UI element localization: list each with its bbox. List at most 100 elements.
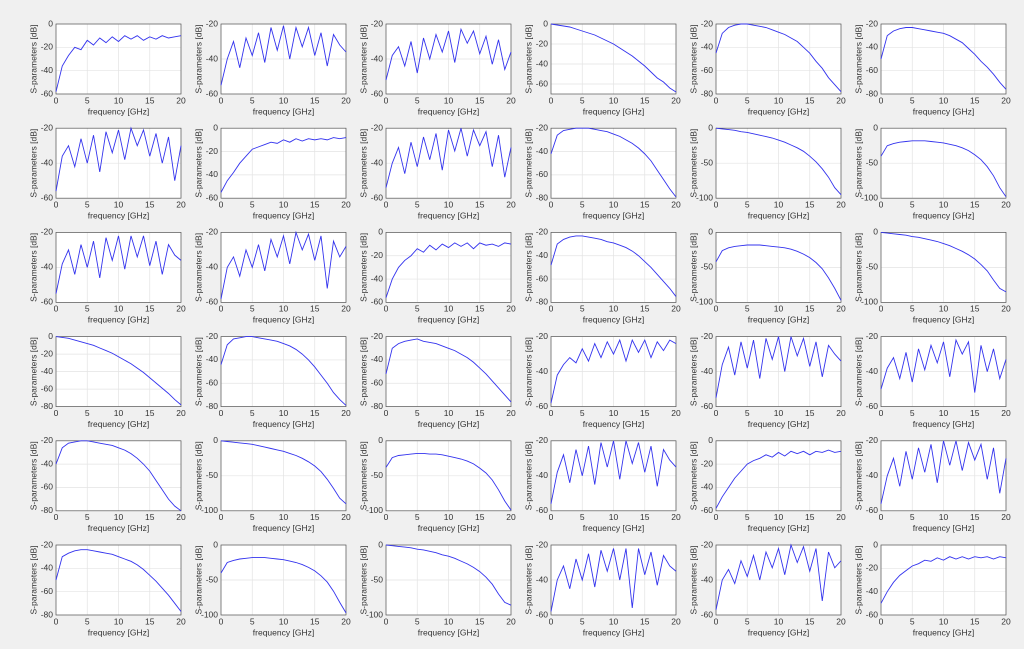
x-tick-label: 5	[745, 95, 750, 105]
x-tick-label: 15	[805, 408, 815, 418]
x-axis-label: frequency [GHz]	[88, 523, 149, 533]
data-line	[220, 137, 347, 193]
y-axis-label: S-parameters [dB]	[523, 129, 533, 198]
y-tick-label: -100	[366, 505, 383, 515]
x-tick-label: 20	[836, 512, 846, 522]
y-axis-label: S-parameters [dB]	[193, 337, 203, 406]
x-tick-label: 5	[415, 408, 420, 418]
y-tick-label: -20	[41, 227, 54, 237]
x-tick-label: 10	[609, 199, 619, 209]
y-axis-label: S-parameters [dB]	[28, 129, 38, 198]
data-line	[550, 127, 677, 198]
y-tick-label: -60	[371, 297, 384, 307]
x-tick-label: 5	[910, 304, 915, 314]
x-axis-label: frequency [GHz]	[253, 315, 314, 325]
plot-frame	[385, 232, 512, 303]
y-tick-label: -100	[861, 297, 878, 307]
plot-frame	[385, 336, 512, 407]
x-tick-label: 20	[1001, 304, 1011, 314]
subplot: -60 -40 -20 0 5 10 15 20 frequency [GHz] S-parame…	[853, 331, 1011, 429]
y-tick-label: -40	[371, 157, 384, 167]
data-line	[385, 128, 512, 188]
x-tick-label: 15	[475, 408, 485, 418]
y-tick-label: 0	[873, 227, 878, 237]
x-tick-label: 20	[341, 512, 351, 522]
x-tick-label: 5	[415, 512, 420, 522]
x-tick-label: 10	[444, 616, 454, 626]
x-tick-label: 20	[1001, 408, 1011, 418]
x-tick-label: 10	[114, 408, 124, 418]
x-tick-label: 5	[85, 616, 90, 626]
y-tick-label: 0	[48, 331, 53, 341]
plot-frame	[880, 232, 1007, 303]
x-tick-label: 0	[384, 616, 389, 626]
x-tick-label: 15	[145, 512, 155, 522]
x-axis-label: frequency [GHz]	[748, 627, 809, 637]
plot-frame	[55, 127, 182, 199]
y-tick-label: -60	[371, 378, 384, 388]
x-tick-label: 15	[310, 512, 320, 522]
x-tick-label: 20	[176, 408, 186, 418]
x-tick-label: 20	[506, 95, 516, 105]
subplot: -60 -40 -20 0 0 5 10 15 20 frequency [GHz] S-param…	[193, 122, 351, 220]
y-tick-label: -50	[371, 574, 384, 584]
subplot: -60 -40 -20 0 5 10 15 20 frequency [GHz] S-parame…	[193, 18, 351, 116]
y-tick-label: -20	[536, 435, 549, 445]
y-tick-label: -20	[701, 331, 714, 341]
x-tick-label: 15	[640, 304, 650, 314]
x-tick-label: 5	[415, 199, 420, 209]
y-tick-label: -20	[41, 122, 54, 132]
subplot: -80 -60 -40 -20 0 5 10 15 20 frequency [GHz] S-par…	[523, 227, 681, 325]
data-line	[880, 556, 1007, 604]
plot-frame	[220, 336, 347, 407]
y-tick-label: -40	[206, 53, 219, 63]
x-tick-label: 5	[910, 199, 915, 209]
x-axis-label: frequency [GHz]	[418, 315, 479, 325]
subplot: -80 -60 -40 -20 0 5 10 15 20 frequency [GHz] S-par…	[688, 18, 846, 116]
y-tick-label: -40	[41, 157, 54, 167]
y-axis-label: S-parameters [dB]	[688, 546, 698, 615]
y-tick-label: -20	[371, 122, 384, 132]
data-line	[550, 235, 677, 297]
y-axis-label: S-parameters [dB]	[853, 546, 863, 615]
x-axis-label: frequency [GHz]	[913, 106, 974, 116]
x-tick-label: 10	[774, 304, 784, 314]
x-tick-label: 10	[609, 512, 619, 522]
subplot: -60 -40 -20 0 0 5 10 15 20 frequency [GHz] S-param…	[523, 18, 681, 116]
y-axis-label: S-parameters [dB]	[523, 337, 533, 406]
x-tick-label: 20	[176, 512, 186, 522]
y-axis-label: S-parameters [dB]	[853, 25, 863, 94]
x-axis-label: frequency [GHz]	[913, 315, 974, 325]
x-tick-label: 20	[671, 512, 681, 522]
plot-frame	[55, 440, 182, 512]
y-tick-label: -60	[41, 297, 54, 307]
y-tick-label: -80	[536, 297, 549, 307]
subplot: -100 -50 0 0 5 10 15 20 frequency [GHz] S-paramet…	[688, 227, 846, 325]
x-tick-label: 5	[910, 95, 915, 105]
plot-frame	[880, 336, 1007, 407]
x-tick-label: 5	[580, 95, 585, 105]
y-axis-label: S-parameters [dB]	[688, 129, 698, 198]
x-tick-label: 10	[939, 304, 949, 314]
x-tick-label: 10	[114, 512, 124, 522]
x-tick-label: 10	[444, 512, 454, 522]
x-tick-label: 10	[114, 616, 124, 626]
x-axis-label: frequency [GHz]	[913, 210, 974, 220]
x-tick-label: 20	[671, 199, 681, 209]
y-tick-label: -40	[536, 250, 549, 260]
y-tick-label: -20	[701, 458, 714, 468]
subplot: -100 -50 0 0 5 10 15 20 frequency [GHz] S-paramet…	[358, 539, 516, 637]
x-tick-label: 20	[341, 95, 351, 105]
y-tick-label: -60	[41, 88, 54, 98]
y-tick-label: -50	[371, 470, 384, 480]
y-tick-label: 0	[48, 18, 53, 28]
x-axis-label: frequency [GHz]	[253, 419, 314, 429]
x-tick-label: 0	[879, 199, 884, 209]
x-tick-label: 10	[279, 512, 289, 522]
y-tick-label: -80	[536, 192, 549, 202]
data-line	[550, 548, 677, 612]
y-tick-label: -40	[866, 42, 879, 52]
y-tick-label: -20	[206, 18, 219, 28]
x-tick-label: 20	[836, 616, 846, 626]
